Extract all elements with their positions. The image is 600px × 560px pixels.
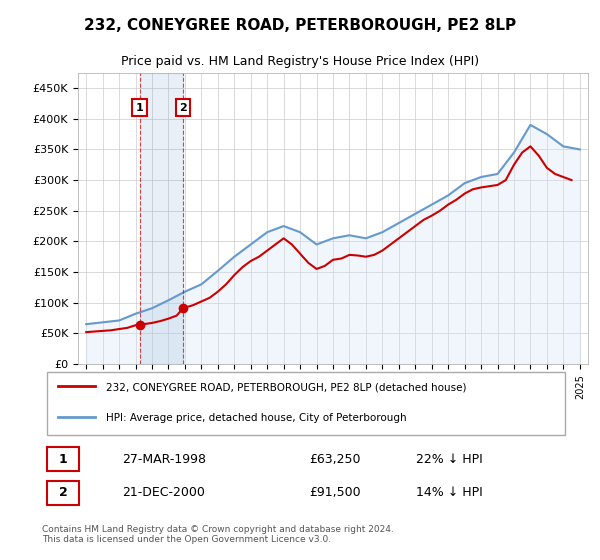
Text: £63,250: £63,250 (309, 452, 361, 466)
FancyBboxPatch shape (47, 372, 565, 436)
Text: HPI: Average price, detached house, City of Peterborough: HPI: Average price, detached house, City… (106, 413, 407, 423)
Text: Contains HM Land Registry data © Crown copyright and database right 2024.
This d: Contains HM Land Registry data © Crown c… (42, 525, 394, 544)
Text: 1: 1 (136, 102, 143, 113)
Text: 232, CONEYGREE ROAD, PETERBOROUGH, PE2 8LP: 232, CONEYGREE ROAD, PETERBOROUGH, PE2 8… (84, 18, 516, 33)
Text: 2: 2 (59, 486, 68, 500)
Text: 21-DEC-2000: 21-DEC-2000 (122, 486, 205, 500)
FancyBboxPatch shape (47, 481, 79, 505)
Text: £91,500: £91,500 (309, 486, 361, 500)
Text: 2: 2 (179, 102, 187, 113)
Text: 1: 1 (59, 452, 68, 466)
FancyBboxPatch shape (47, 447, 79, 471)
Bar (140, 73, 183, 364)
Text: 232, CONEYGREE ROAD, PETERBOROUGH, PE2 8LP (detached house): 232, CONEYGREE ROAD, PETERBOROUGH, PE2 8… (106, 382, 467, 393)
Text: 22% ↓ HPI: 22% ↓ HPI (416, 452, 482, 466)
Text: Price paid vs. HM Land Registry's House Price Index (HPI): Price paid vs. HM Land Registry's House … (121, 55, 479, 68)
Text: 27-MAR-1998: 27-MAR-1998 (122, 452, 206, 466)
Text: 14% ↓ HPI: 14% ↓ HPI (416, 486, 482, 500)
